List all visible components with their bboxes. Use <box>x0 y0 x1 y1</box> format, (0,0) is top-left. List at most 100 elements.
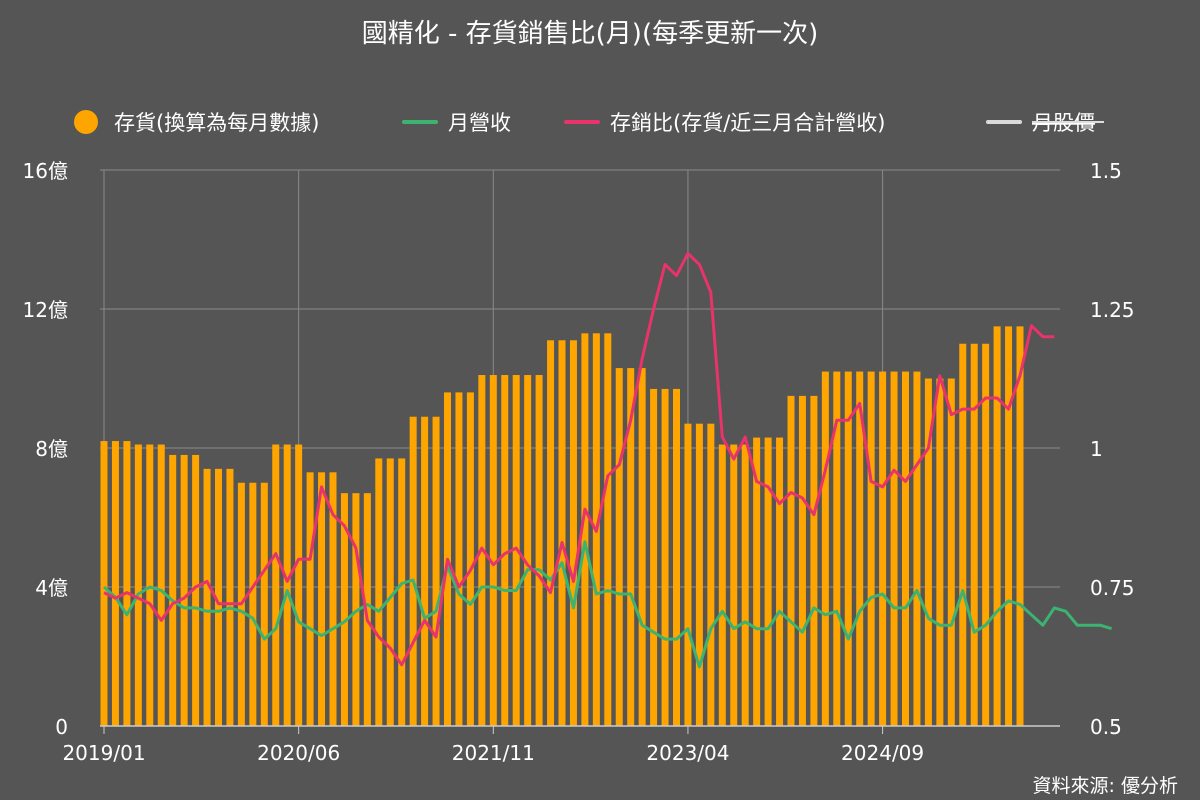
legend-label: 存貨(換算為每月數據) <box>114 111 319 135</box>
inventory-bar <box>295 444 303 726</box>
inventory-bar <box>764 437 772 726</box>
inventory-bar <box>123 441 131 726</box>
inventory-bar <box>993 326 1001 726</box>
y-right-tick-label: 1.25 <box>1090 298 1135 322</box>
inventory-bar <box>581 333 589 726</box>
inventory-bar <box>787 395 795 726</box>
x-tick-label: 2024/09 <box>841 741 924 765</box>
inventory-bar <box>1016 326 1024 726</box>
inventory-bar <box>810 395 818 726</box>
inventory-bar <box>730 444 738 726</box>
inventory-bar <box>867 371 875 726</box>
inventory-bar <box>627 368 635 726</box>
inventory-bar <box>192 454 200 726</box>
inventory-bar <box>421 416 429 726</box>
inventory-bar <box>947 378 955 726</box>
inventory-bar <box>169 454 177 726</box>
inventory-bar <box>684 423 692 726</box>
inventory-bar <box>215 468 222 726</box>
inventory-bar <box>707 423 715 726</box>
y-axis-right: 0.5 0.75 1 1.25 1.5 <box>1090 159 1135 739</box>
inventory-bar <box>535 375 543 726</box>
inventory-bar <box>363 493 371 726</box>
inventory-bar <box>249 482 257 726</box>
inventory-bars <box>100 326 1024 726</box>
legend-label: 月營收 <box>448 111 511 135</box>
legend-label: 存銷比(存貨/近三月合計營收) <box>610 111 885 135</box>
inventory-bar <box>203 468 211 726</box>
inventory-bar <box>753 437 761 726</box>
legend: 存貨(換算為每月數據) 月營收 存銷比(存貨/近三月合計營收) 月股價 <box>74 110 1104 135</box>
legend-item: 月營收 <box>402 111 511 135</box>
inventory-bar <box>844 371 852 726</box>
inventory-bar <box>489 375 497 726</box>
inventory-bar <box>673 388 680 726</box>
inventory-bar <box>982 343 990 726</box>
inventory-bar <box>569 340 577 726</box>
inventory-bar <box>902 371 909 726</box>
inventory-bar <box>695 423 703 726</box>
y-left-tick-label: 12億 <box>23 298 68 322</box>
inventory-bar <box>306 472 314 726</box>
y-left-tick-label: 16億 <box>23 159 68 183</box>
chart-title: 國精化 - 存貨銷售比(月)(每季更新一次) <box>362 19 819 49</box>
inventory-bar <box>455 392 463 726</box>
inventory-bar <box>1005 326 1013 726</box>
x-axis: 2019/01 2020/06 2021/11 2023/04 2024/09 <box>62 725 1060 765</box>
y-right-tick-label: 0.75 <box>1090 576 1135 600</box>
inventory-bar <box>226 468 234 726</box>
inventory-bar <box>924 378 932 726</box>
inventory-bar <box>375 458 383 726</box>
inventory-bar <box>386 458 394 726</box>
inventory-bar <box>466 392 474 726</box>
inventory-bar <box>558 340 566 726</box>
inventory-bar <box>741 444 749 726</box>
inventory-bar <box>776 437 784 726</box>
x-tick-label: 2019/01 <box>62 741 145 765</box>
inventory-bar <box>340 493 348 726</box>
inventory-bar <box>409 416 417 726</box>
inventory-bar <box>111 441 119 726</box>
inventory-bar <box>970 343 978 726</box>
inventory-bar <box>547 340 555 726</box>
inventory-bar <box>638 368 646 726</box>
inventory-bar <box>260 482 268 726</box>
x-tick-label: 2023/04 <box>646 741 729 765</box>
inventory-bar <box>283 444 291 726</box>
inventory-bar <box>146 444 154 726</box>
inventory-bar <box>821 371 829 726</box>
x-tick-label: 2021/11 <box>452 741 535 765</box>
legend-circle-icon <box>74 110 98 134</box>
inventory-bar <box>879 371 887 726</box>
x-tick-label: 2020/06 <box>257 741 340 765</box>
y-right-tick-label: 1.5 <box>1090 159 1122 183</box>
revenue-line <box>102 540 1113 669</box>
inventory-bar <box>272 444 280 726</box>
inventory-bar <box>798 395 806 726</box>
source-label: 資料來源: 優分析 <box>1033 775 1178 797</box>
inventory-bar <box>890 371 898 726</box>
inventory-bar <box>604 333 612 726</box>
legend-item: 存銷比(存貨/近三月合計營收) <box>564 111 885 135</box>
inventory-bar <box>936 378 944 726</box>
y-left-tick-label: 8億 <box>35 437 68 461</box>
inventory-bar <box>329 472 337 726</box>
inventory-bar <box>718 444 726 726</box>
inventory-bar <box>180 454 188 726</box>
inventory-bar <box>856 371 864 726</box>
legend-item: 存貨(換算為每月數據) <box>74 110 319 135</box>
y-right-tick-label: 1 <box>1090 437 1103 461</box>
inventory-bar <box>661 388 669 726</box>
inventory-bar <box>913 371 921 726</box>
inventory-bar <box>959 343 967 726</box>
inventory-bar <box>134 444 142 726</box>
y-left-tick-label: 4億 <box>35 576 68 600</box>
inventory-bar <box>615 368 623 726</box>
inventory-bar <box>157 444 165 726</box>
ratio-line <box>103 251 1055 667</box>
line-series <box>102 251 1113 669</box>
inventory-bar <box>501 375 509 726</box>
inventory-bar <box>833 371 841 726</box>
inventory-bar <box>524 375 532 726</box>
